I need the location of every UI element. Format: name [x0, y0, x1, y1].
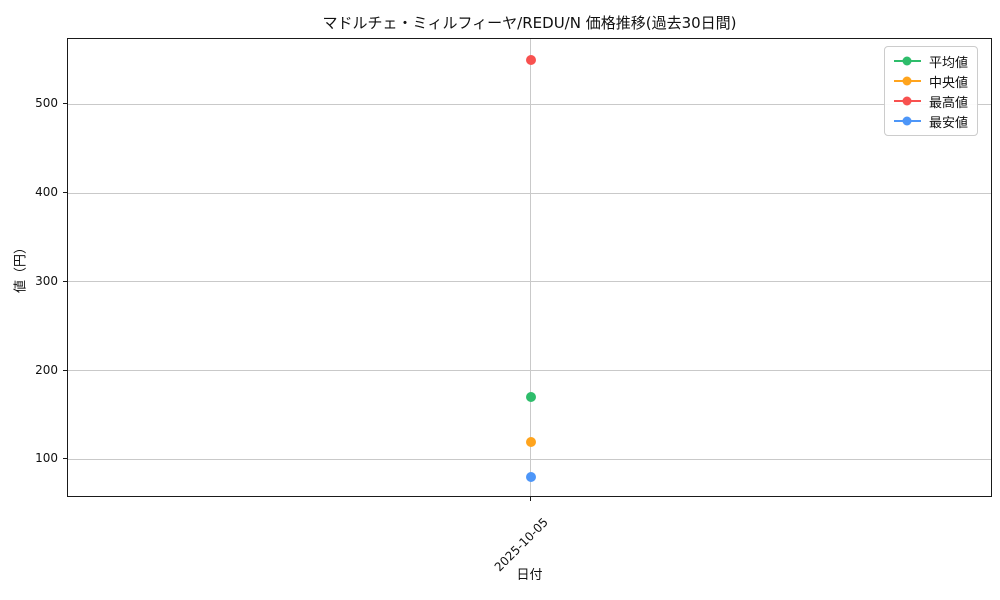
y-gridline	[68, 103, 991, 105]
y-tick-label: 300	[35, 273, 58, 288]
x-axis-label: 日付	[516, 568, 543, 583]
marker-min	[525, 472, 536, 483]
x-gridline	[530, 39, 531, 496]
legend-item-min: 最安値	[893, 111, 968, 131]
legend-marker-icon	[902, 96, 912, 106]
legend-marker-icon	[902, 116, 912, 126]
legend-line-icon	[893, 96, 921, 106]
legend-line-icon	[893, 56, 921, 66]
legend-item-mean: 平均値	[893, 51, 968, 71]
legend-item-max: 最高値	[893, 91, 968, 111]
plot-area: 平均値中央値最高値最安値	[67, 38, 992, 497]
legend-label: 最安値	[928, 115, 968, 131]
legend: 平均値中央値最高値最安値	[883, 46, 978, 136]
y-gridline	[68, 370, 991, 372]
y-tick-mark	[63, 369, 67, 371]
marker-median	[525, 436, 536, 447]
y-tick-mark	[63, 192, 67, 194]
marker-mean	[525, 392, 536, 403]
y-tick-mark	[63, 280, 67, 282]
y-gridline	[68, 281, 991, 283]
legend-item-median: 中央値	[893, 71, 968, 91]
y-tick-label: 400	[35, 185, 58, 200]
legend-line-icon	[893, 76, 921, 86]
chart-title: マドルチェ・ミィルフィーヤ/REDU/N 価格推移(過去30日間)	[322, 14, 737, 32]
legend-label: 平均値	[928, 55, 968, 71]
marker-max	[525, 54, 536, 65]
y-gridline	[68, 192, 991, 194]
legend-label: 最高値	[928, 95, 968, 111]
y-tick-mark	[63, 103, 67, 105]
y-gridline	[68, 458, 991, 460]
legend-marker-icon	[902, 56, 912, 66]
y-tick-label: 500	[35, 96, 58, 111]
y-tick-mark	[63, 458, 67, 460]
y-tick-label: 200	[35, 362, 58, 377]
x-tick-mark	[529, 497, 531, 501]
y-tick-label: 100	[35, 451, 58, 466]
legend-line-icon	[893, 116, 921, 126]
legend-label: 中央値	[928, 75, 968, 91]
legend-marker-icon	[902, 76, 912, 86]
